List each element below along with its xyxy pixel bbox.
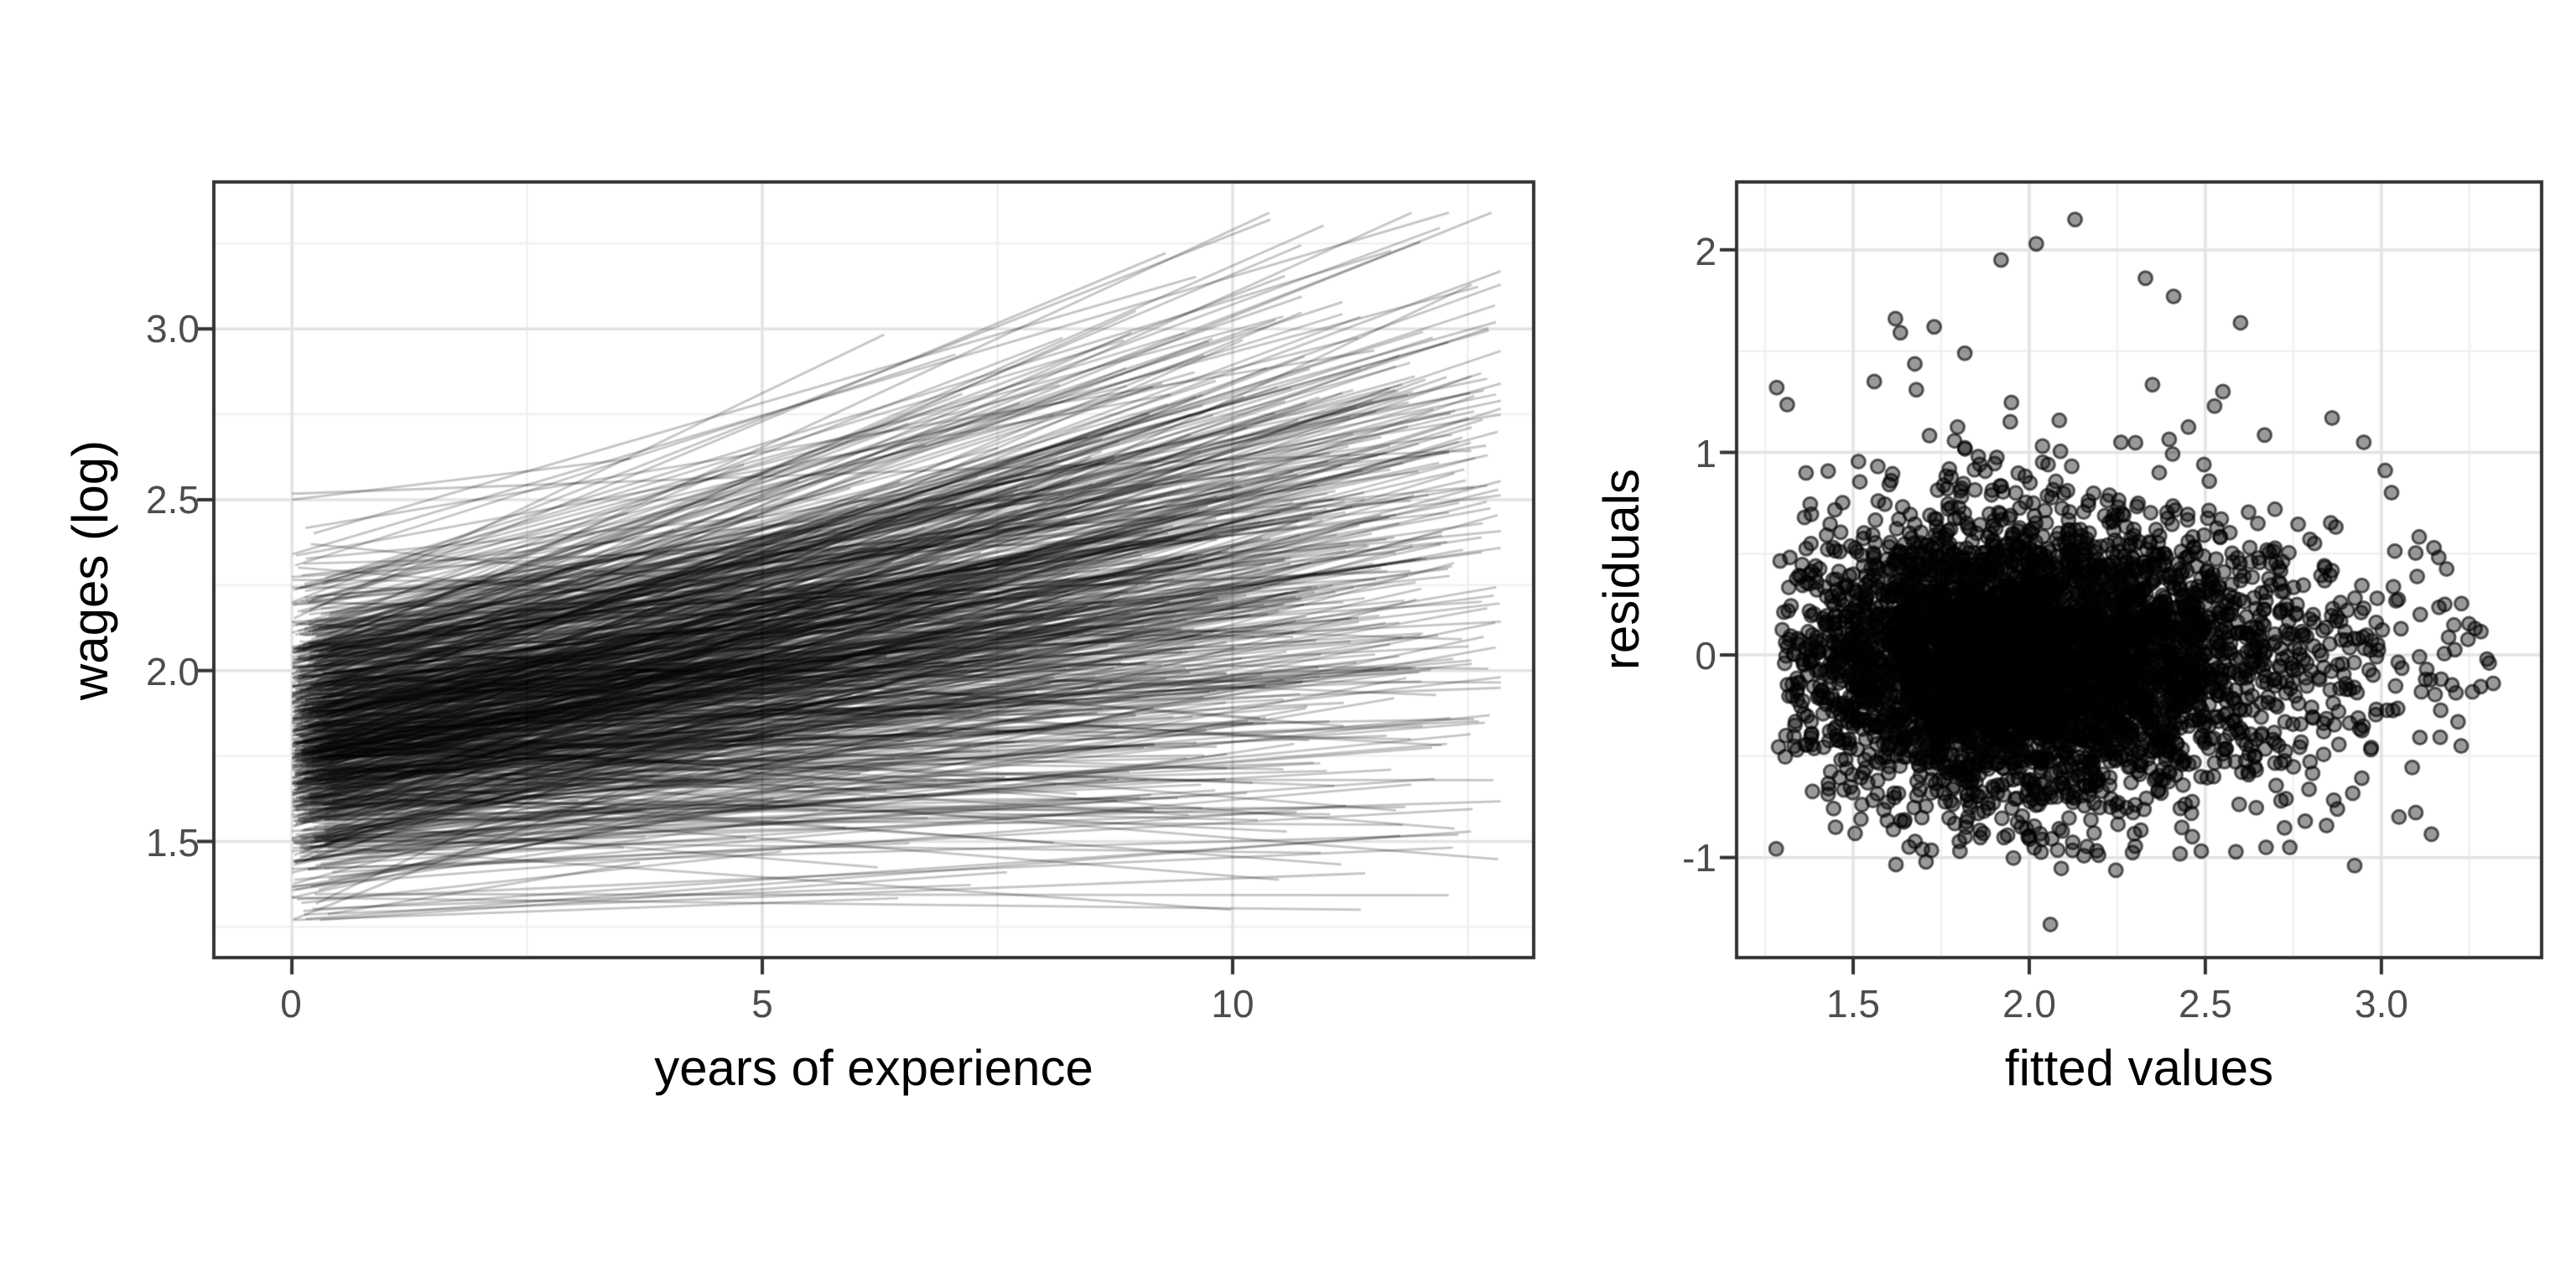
right-x-tick-label: 2.0 — [2002, 982, 2056, 1026]
right-y-tick-label: 2 — [1695, 230, 1716, 273]
right-y-tick-label: -1 — [1682, 836, 1716, 880]
left-y-tick-label: 3.0 — [146, 307, 200, 351]
left-x-tick-label: 0 — [280, 982, 302, 1026]
right-x-tick-label: 3.0 — [2355, 982, 2408, 1026]
left-y-axis-title: wages (log) — [62, 439, 118, 701]
left-y-tick-label: 2.0 — [146, 650, 200, 693]
left-y-tick-label: 2.5 — [146, 478, 200, 522]
right-y-tick-label: 1 — [1695, 432, 1716, 475]
right-y-tick-label: 0 — [1695, 634, 1716, 678]
left-y-tick-label: 1.5 — [146, 821, 200, 865]
left-x-tick-label: 5 — [751, 982, 773, 1026]
left-x-tick-label: 10 — [1211, 982, 1254, 1026]
right-x-tick-label: 1.5 — [1826, 982, 1880, 1026]
right-x-tick-label: 2.5 — [2179, 982, 2232, 1026]
left-x-axis-title: years of experience — [654, 1040, 1093, 1096]
right-y-axis-title: residuals — [1593, 468, 1649, 671]
right-x-axis-title: fitted values — [2004, 1040, 2274, 1096]
